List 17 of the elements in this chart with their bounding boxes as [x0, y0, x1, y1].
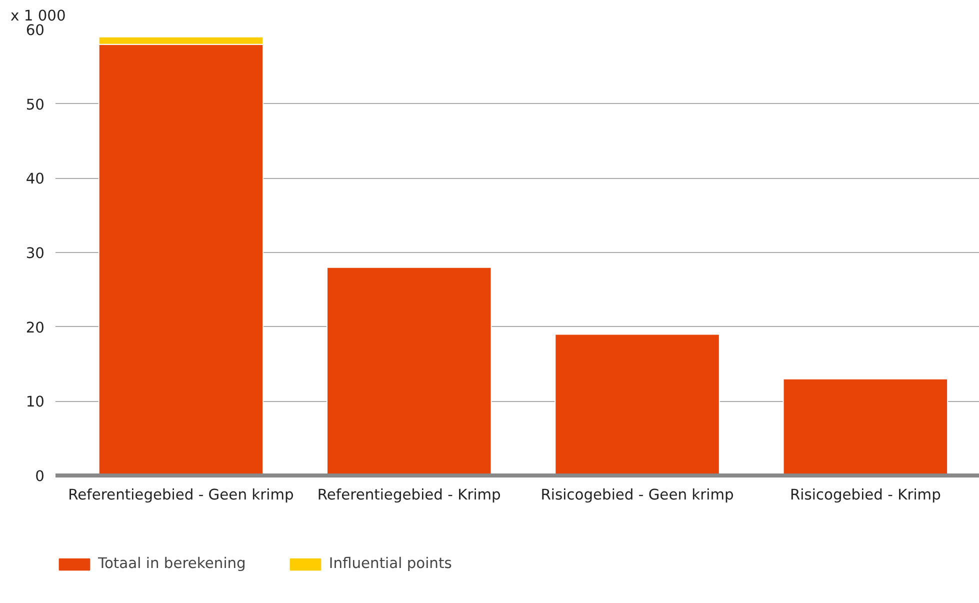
y-tick-label: 10	[26, 394, 45, 411]
x-tick-label: Risicogebied - Krimp	[790, 486, 941, 504]
legend-label: Totaal in berekening	[98, 555, 246, 572]
y-tick-label: 60	[26, 22, 45, 39]
y-tick-label: 50	[26, 96, 45, 114]
bar	[326, 266, 492, 476]
bar	[554, 334, 720, 476]
x-tick-label: Risicogebied - Geen krimp	[540, 486, 734, 504]
y-tick-label: 20	[26, 319, 45, 336]
y-tick-label: 30	[26, 245, 45, 262]
x-tick-label: Referentiegebied - Krimp	[317, 486, 501, 504]
legend-label: Influential points	[328, 555, 452, 572]
y-tick-label: 40	[26, 170, 45, 188]
bar	[782, 378, 948, 476]
y-axis-title: x 1 000	[10, 8, 66, 24]
y-tick-label: 0	[35, 468, 45, 485]
x-tick-label: Referentiegebied - Geen krimp	[68, 486, 294, 504]
